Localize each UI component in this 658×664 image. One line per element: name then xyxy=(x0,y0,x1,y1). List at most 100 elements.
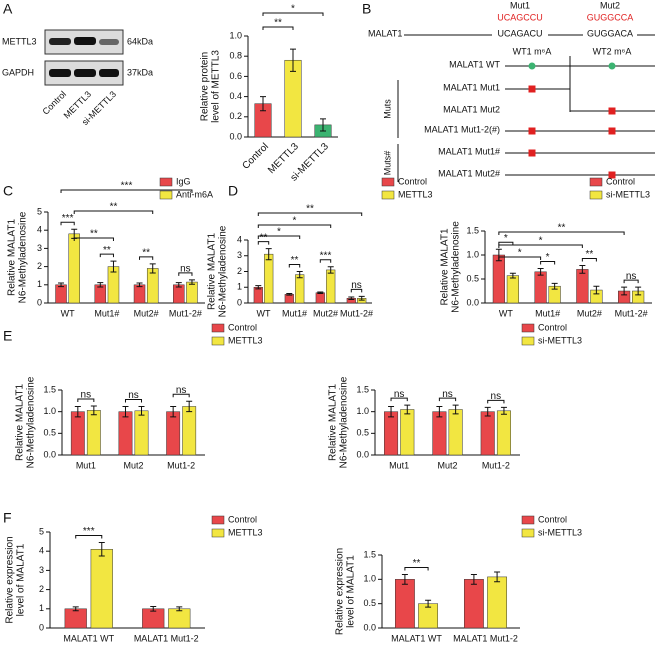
wt-sequence: UCAGACU xyxy=(497,28,542,38)
error-bar xyxy=(425,599,432,608)
significance-bracket xyxy=(257,224,332,228)
error-bar xyxy=(537,267,544,276)
legend-swatch xyxy=(381,190,395,200)
mutation-label: Mut2 xyxy=(600,0,620,10)
legend-swatch xyxy=(589,177,603,187)
significance-label: ns xyxy=(491,391,502,402)
y-tick-label: 4 xyxy=(237,234,242,244)
construct-label: MALAT1 Mut1 xyxy=(443,82,500,92)
error-bar xyxy=(320,118,326,132)
error-bar xyxy=(286,293,293,296)
error-bar xyxy=(175,282,182,288)
bar xyxy=(182,406,197,456)
y-tick-label: 2 xyxy=(37,261,42,271)
y-tick-label: 0.8 xyxy=(229,51,242,61)
significance-bracket xyxy=(288,264,301,268)
y-tick-label: 0.0 xyxy=(356,449,369,459)
gene-label: MALAT1 xyxy=(368,28,402,38)
bar xyxy=(55,284,67,304)
legend-label: Control xyxy=(228,322,257,332)
construct-label: MALAT1 WT xyxy=(449,59,500,69)
bar xyxy=(186,281,198,304)
significance-label: ** xyxy=(306,204,314,215)
significance-bracket xyxy=(262,26,294,30)
error-bar xyxy=(149,263,156,274)
significance-bracket xyxy=(257,235,301,239)
error-bar xyxy=(509,272,516,279)
legend-swatch xyxy=(211,528,225,538)
group-label: Muts xyxy=(382,99,392,119)
significance-bracket xyxy=(498,244,583,248)
error-bar xyxy=(593,285,600,295)
error-bar xyxy=(176,606,183,612)
mutant-sequence: UCAGCCU xyxy=(497,12,543,22)
significance-bracket xyxy=(257,241,270,245)
error-bar xyxy=(265,248,272,261)
legend-swatch xyxy=(211,515,225,525)
bar xyxy=(480,411,495,456)
bar xyxy=(400,409,415,456)
legend-label: IgG xyxy=(176,176,191,186)
error-bar xyxy=(551,282,558,290)
significance-label: ** xyxy=(260,232,268,243)
y-tick-label: 1 xyxy=(39,603,44,613)
error-bar xyxy=(317,291,324,295)
construct-label: MALAT1 Mut1# xyxy=(438,146,500,156)
legend-label: Anti-m6A xyxy=(176,189,213,199)
y-tick-label: 0.5 xyxy=(363,598,376,608)
error-bar xyxy=(348,296,355,301)
significance-label: ns xyxy=(442,389,453,400)
bar xyxy=(90,549,113,629)
y-tick-label: 1.0 xyxy=(229,30,242,40)
y-tick-label: 0 xyxy=(37,297,42,307)
y-tick-label: 2 xyxy=(237,266,242,276)
significance-bracket xyxy=(257,212,363,216)
error-bar xyxy=(452,404,459,415)
y-tick-label: 0.0 xyxy=(466,297,479,307)
significance-label: *** xyxy=(320,250,332,261)
band xyxy=(99,39,119,45)
significance-bracket xyxy=(73,210,154,214)
y-tick-label: 0 xyxy=(237,297,242,307)
x-tick-label: WT xyxy=(61,308,75,318)
y-tick-label: 1.0 xyxy=(356,406,369,416)
bar xyxy=(134,410,149,456)
bar xyxy=(118,411,133,456)
panel-label: C xyxy=(3,183,13,199)
significance-label: * xyxy=(518,248,522,259)
band xyxy=(74,69,96,77)
legend-label: si-METTL3 xyxy=(538,335,582,345)
group-label: Muts# xyxy=(382,151,392,176)
significance-label: ns xyxy=(128,390,139,401)
bar xyxy=(496,410,511,456)
error-bar xyxy=(110,260,117,273)
significance-bracket xyxy=(60,189,193,193)
error-bar xyxy=(188,279,195,285)
x-tick-label: Mut2# xyxy=(134,308,159,318)
y-axis-label: Relative MALAT1 xyxy=(440,228,451,306)
y-tick-label: 0.0 xyxy=(229,131,242,141)
x-tick-label: WT xyxy=(257,308,271,318)
y-axis-label: N6-Methyladenosine xyxy=(18,211,29,303)
x-tick-label: Mut1-2# xyxy=(340,308,373,318)
mut-site xyxy=(528,149,536,157)
y-axis-label: level of MALAT1 xyxy=(16,543,27,616)
error-bar xyxy=(255,285,262,290)
mut-site xyxy=(608,107,616,115)
bar xyxy=(168,608,191,629)
error-bar xyxy=(635,286,642,296)
significance-label: ** xyxy=(103,245,111,256)
significance-bracket xyxy=(172,393,190,398)
error-bar xyxy=(404,404,411,415)
y-axis-label: N6-Methyladenosine xyxy=(339,376,350,468)
bar xyxy=(284,294,294,304)
x-tick-label: Mut1# xyxy=(94,308,119,318)
x-tick-label: WT xyxy=(499,308,513,318)
y-tick-label: 2 xyxy=(39,584,44,594)
x-tick-label: Mut1-2# xyxy=(615,308,648,318)
error-bar xyxy=(388,405,395,418)
blot-row: GAPDH xyxy=(2,67,34,77)
significance-label: ns xyxy=(626,271,637,282)
significance-label: ns xyxy=(176,385,187,396)
